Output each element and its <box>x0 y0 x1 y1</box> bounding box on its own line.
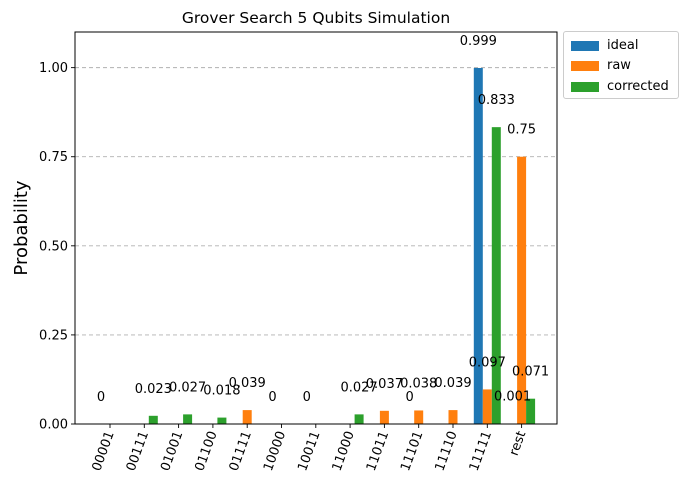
bar <box>379 410 389 424</box>
bar <box>183 414 193 424</box>
x-tick-label: 10011 <box>295 429 323 473</box>
x-tick-label: rest <box>507 429 530 458</box>
bar <box>148 415 158 424</box>
bar-value-label: 0.071 <box>512 365 549 380</box>
bar-value-label: 0 <box>97 390 105 405</box>
bars <box>148 67 536 424</box>
x-tick-label: 11101 <box>398 429 426 473</box>
bar-value-label: 0.001 <box>494 390 531 405</box>
bar <box>242 410 252 424</box>
legend-item-corrected: corrected <box>571 79 669 95</box>
bar <box>482 389 492 424</box>
y-ticks: 0.00 0.25 0.50 0.75 1.00 <box>39 61 75 433</box>
legend-item-ideal: ideal <box>571 38 638 54</box>
bar-value-label: 0.999 <box>460 34 497 49</box>
y-tick-label: 0.75 <box>39 150 68 165</box>
bar <box>526 398 536 424</box>
bar-value-label: 0.027 <box>169 380 206 395</box>
bar-value-label: 0 <box>406 390 414 405</box>
bar-value-label: 0.037 <box>366 377 403 392</box>
bar <box>448 410 458 424</box>
chart-title: Grover Search 5 Qubits Simulation <box>182 9 450 27</box>
legend-swatch-ideal <box>571 41 599 51</box>
y-tick-label: 0.00 <box>39 418 68 433</box>
legend-swatch-corrected <box>571 82 599 92</box>
legend-label-corrected: corrected <box>607 79 669 94</box>
bar <box>473 67 483 424</box>
bar-value-label: 0.097 <box>469 355 506 370</box>
bar-value-label: 0.75 <box>507 123 536 138</box>
y-tick-label: 0.25 <box>39 328 68 343</box>
x-tick-label: 01100 <box>192 429 220 473</box>
y-tick-label: 0.50 <box>39 239 68 254</box>
bar <box>491 127 501 424</box>
legend-label-raw: raw <box>607 58 631 73</box>
bar-value-label: 0.027 <box>340 380 377 395</box>
x-tick-label: 11011 <box>364 429 392 473</box>
bar-value-label: 0 <box>268 390 276 405</box>
bar-value-label: 0.039 <box>229 376 266 391</box>
grid-lines <box>75 67 557 425</box>
bar-value-label: 0.833 <box>478 93 515 108</box>
x-tick-label: 01001 <box>158 429 186 473</box>
x-tick-label: 00111 <box>124 429 152 473</box>
bar <box>517 156 527 424</box>
bar-value-label: 0.038 <box>400 376 437 391</box>
x-tick-label: 11110 <box>433 429 461 473</box>
legend-label-ideal: ideal <box>607 38 639 53</box>
x-tick-label: 11111 <box>467 429 495 473</box>
x-tick-label: 10000 <box>261 429 289 473</box>
bar-value-label: 0.023 <box>135 382 172 397</box>
x-tick-label: 01111 <box>227 429 255 473</box>
legend: ideal raw corrected <box>563 31 679 99</box>
x-tick-label: 00001 <box>90 429 118 473</box>
legend-item-raw: raw <box>571 58 631 74</box>
y-axis-label: Probability <box>11 180 32 275</box>
bar-value-label: 0.018 <box>203 384 240 399</box>
y-tick-label: 1.00 <box>39 61 68 76</box>
x-tick-label: 11000 <box>330 429 358 473</box>
x-ticks: 00001 00111 01001 01100 01111 10000 10011 11000… <box>90 424 530 473</box>
bar <box>217 417 227 424</box>
bar <box>354 414 364 424</box>
legend-swatch-raw <box>571 61 599 71</box>
bar <box>414 410 424 424</box>
bar-value-label: 0.039 <box>434 376 471 391</box>
bar-value-label: 0 <box>303 390 311 405</box>
